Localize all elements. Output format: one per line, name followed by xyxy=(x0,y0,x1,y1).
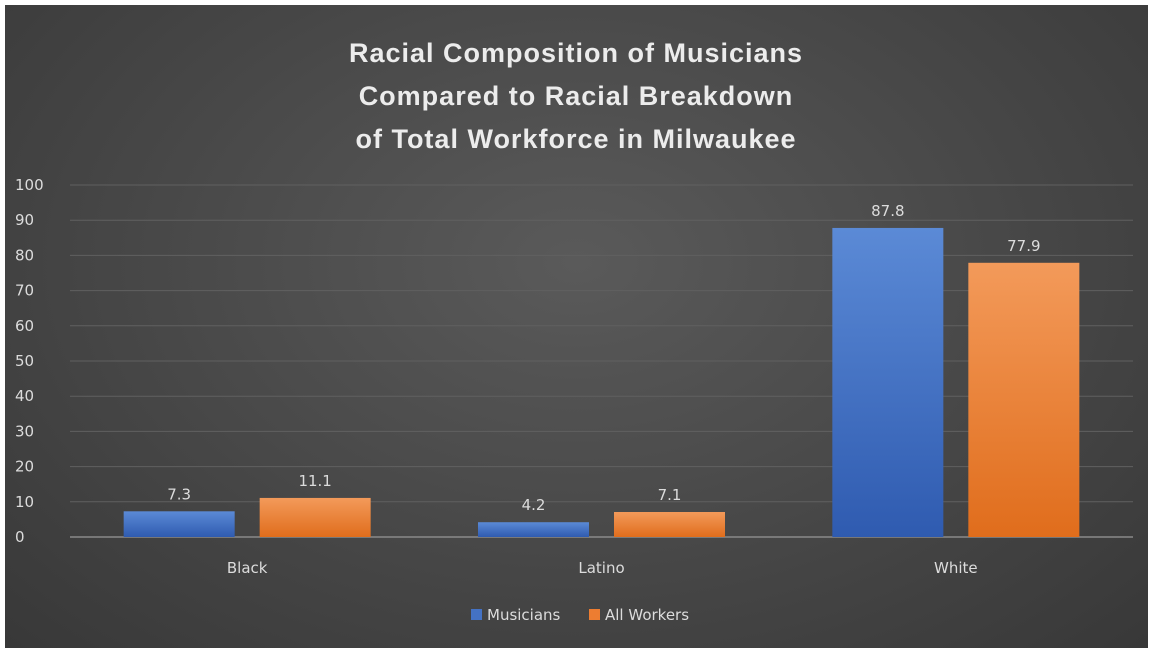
y-axis-ticks: 0 10 20 30 40 50 60 70 80 90 100 xyxy=(15,176,44,546)
y-tick-label: 20 xyxy=(15,458,34,476)
data-label: 77.9 xyxy=(1007,237,1040,255)
bar-all-workers-latino xyxy=(614,512,725,537)
y-tick-label: 0 xyxy=(15,528,25,546)
y-tick-label: 100 xyxy=(15,176,44,194)
data-label: 11.1 xyxy=(298,472,331,490)
chart-title: Racial Composition of Musicians Compared… xyxy=(349,38,803,154)
y-tick-label: 40 xyxy=(15,387,34,405)
data-label: 87.8 xyxy=(871,202,904,220)
x-tick-label: Latino xyxy=(578,559,624,577)
y-tick-label: 60 xyxy=(15,317,34,335)
x-tick-label: Black xyxy=(227,559,268,577)
bar-all-workers-black xyxy=(259,497,371,537)
bar-chart: Racial Composition of Musicians Compared… xyxy=(15,38,1133,624)
chart-title-line-1: Racial Composition of Musicians xyxy=(349,38,803,68)
bars xyxy=(123,227,1080,537)
y-tick-label: 80 xyxy=(15,246,34,264)
bar-musicians-white xyxy=(832,227,944,537)
data-label: 7.1 xyxy=(658,486,682,504)
data-label: 4.2 xyxy=(522,496,546,514)
y-tick-label: 90 xyxy=(15,211,34,229)
bar-musicians-latino xyxy=(478,522,589,537)
y-tick-label: 70 xyxy=(15,282,34,300)
bar-musicians-black xyxy=(123,511,235,537)
y-tick-label: 30 xyxy=(15,422,34,440)
legend-label: Musicians xyxy=(487,606,561,624)
y-tick-label: 10 xyxy=(15,493,34,511)
x-tick-label: White xyxy=(934,559,978,577)
legend-swatch-musicians xyxy=(471,609,482,620)
x-axis-categories: Black Latino White xyxy=(227,559,978,577)
data-labels: 7.3 11.1 4.2 7.1 87.8 77.9 xyxy=(167,202,1040,514)
gridlines xyxy=(70,184,1133,538)
legend-swatch-all-workers xyxy=(589,609,600,620)
y-tick-label: 50 xyxy=(15,352,34,370)
chart-title-line-3: of Total Workforce in Milwaukee xyxy=(355,124,796,154)
chart-title-line-2: Compared to Racial Breakdown xyxy=(359,81,794,111)
legend-label: All Workers xyxy=(605,606,689,624)
chart-frame: Racial Composition of Musicians Compared… xyxy=(5,5,1148,648)
data-label: 7.3 xyxy=(167,485,191,503)
bar-all-workers-white xyxy=(968,262,1080,537)
legend: Musicians All Workers xyxy=(471,606,689,624)
